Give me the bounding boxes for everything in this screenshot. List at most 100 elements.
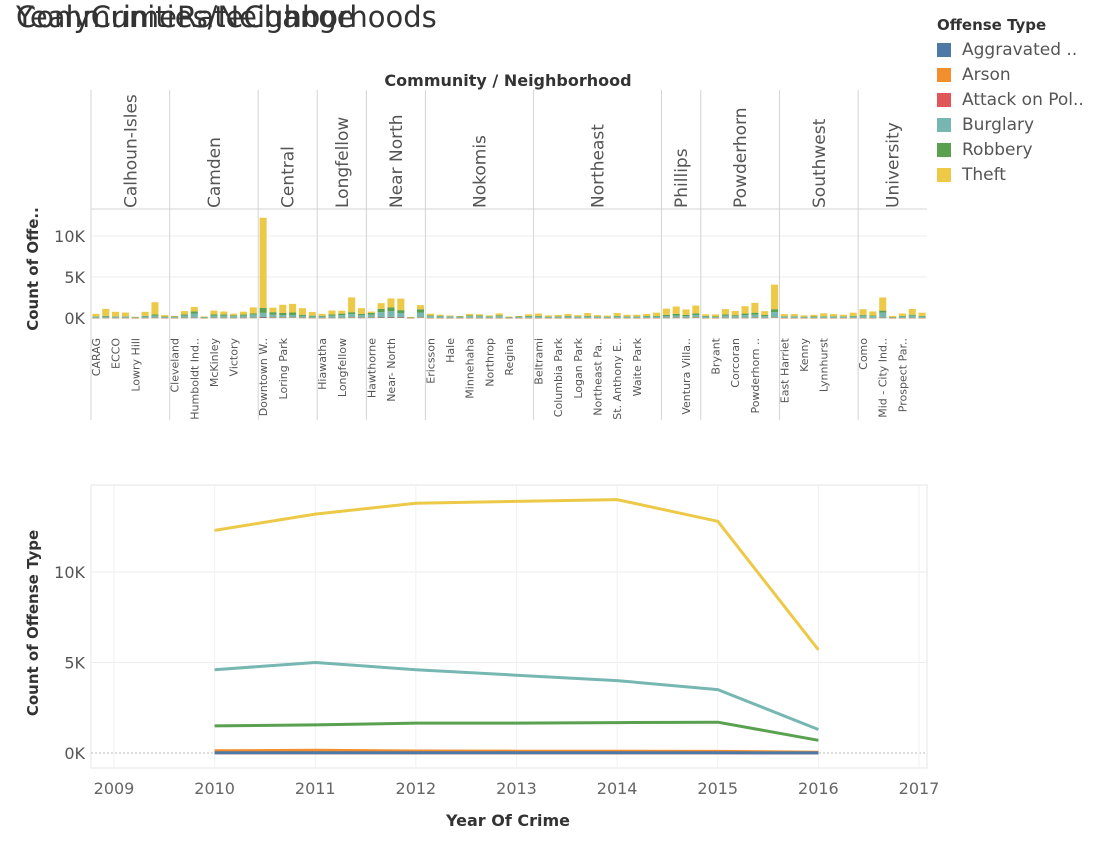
bar-segment[interactable] bbox=[810, 316, 818, 318]
bar-segment[interactable] bbox=[210, 310, 218, 315]
bar-segment[interactable] bbox=[702, 314, 710, 316]
bar-segment[interactable] bbox=[180, 317, 188, 319]
bar-segment[interactable] bbox=[544, 317, 552, 319]
bar-segment[interactable] bbox=[682, 314, 690, 317]
bar-segment[interactable] bbox=[171, 315, 179, 317]
bar-segment[interactable] bbox=[859, 309, 867, 315]
bar-segment[interactable] bbox=[495, 317, 503, 319]
bar-segment[interactable] bbox=[200, 317, 208, 318]
bar-segment[interactable] bbox=[692, 315, 700, 318]
bar-segment[interactable] bbox=[908, 308, 916, 315]
bar-segment[interactable] bbox=[525, 317, 533, 319]
bar-segment[interactable] bbox=[161, 316, 169, 318]
bar-segment[interactable] bbox=[328, 314, 336, 316]
bar-segment[interactable] bbox=[121, 317, 129, 319]
bar-segment[interactable] bbox=[869, 317, 877, 319]
bar-segment[interactable] bbox=[682, 317, 690, 319]
bar-segment[interactable] bbox=[357, 317, 366, 319]
bar-segment[interactable] bbox=[387, 316, 395, 318]
bar-segment[interactable] bbox=[652, 312, 661, 316]
bar-segment[interactable] bbox=[712, 317, 720, 318]
bar-segment[interactable] bbox=[141, 316, 149, 318]
bar-segment[interactable] bbox=[702, 316, 710, 318]
bar-segment[interactable] bbox=[190, 306, 198, 312]
bar-segment[interactable] bbox=[308, 317, 316, 319]
bar-segment[interactable] bbox=[918, 317, 926, 319]
bar-segment[interactable] bbox=[790, 316, 798, 318]
bar-segment[interactable] bbox=[112, 311, 120, 317]
bar-segment[interactable] bbox=[161, 317, 169, 319]
bar-segment[interactable] bbox=[721, 315, 729, 318]
bar-segment[interactable] bbox=[869, 315, 877, 317]
bar-segment[interactable] bbox=[584, 315, 592, 317]
bar-segment[interactable] bbox=[121, 316, 129, 318]
bar-segment[interactable] bbox=[466, 317, 474, 319]
bar-segment[interactable] bbox=[220, 314, 228, 316]
bar-segment[interactable] bbox=[456, 316, 464, 317]
line-series[interactable] bbox=[214, 498, 820, 755]
bar-segment[interactable] bbox=[918, 312, 926, 316]
bar-segment[interactable] bbox=[849, 315, 857, 317]
bar-segment[interactable] bbox=[466, 313, 474, 316]
bar-segment[interactable] bbox=[741, 315, 749, 318]
bar-segment[interactable] bbox=[279, 304, 287, 313]
bar-segment[interactable] bbox=[534, 317, 543, 319]
bar-segment[interactable] bbox=[839, 316, 847, 318]
bar-segment[interactable] bbox=[623, 316, 631, 318]
bar-segment[interactable] bbox=[731, 317, 739, 319]
bar-segment[interactable] bbox=[298, 314, 306, 316]
bar-segment[interactable] bbox=[416, 305, 425, 310]
bar-segment[interactable] bbox=[898, 317, 906, 319]
bar-segment[interactable] bbox=[849, 317, 857, 319]
bar-segment[interactable] bbox=[131, 316, 139, 318]
bar-segment[interactable] bbox=[633, 314, 641, 317]
bar-segment[interactable] bbox=[869, 316, 877, 318]
bar-segment[interactable] bbox=[269, 312, 277, 315]
bar-segment[interactable] bbox=[446, 315, 454, 317]
bar-segment[interactable] bbox=[230, 317, 238, 319]
bar-segment[interactable] bbox=[918, 315, 926, 317]
bar-segment[interactable] bbox=[397, 310, 405, 313]
bar-segment[interactable] bbox=[466, 316, 474, 318]
bar-segment[interactable] bbox=[308, 316, 316, 318]
legend-item-attack-on-police[interactable]: Attack on Pol.. bbox=[937, 87, 1097, 112]
bar-segment[interactable] bbox=[436, 316, 444, 318]
bar-segment[interactable] bbox=[771, 309, 779, 313]
bar-segment[interactable] bbox=[574, 316, 582, 318]
bar-segment[interactable] bbox=[180, 314, 188, 316]
bar-segment[interactable] bbox=[102, 308, 110, 316]
bar-segment[interactable] bbox=[131, 317, 139, 319]
bar-segment[interactable] bbox=[485, 317, 493, 319]
bar-segment[interactable] bbox=[515, 316, 523, 317]
legend-item-arson[interactable]: Arson bbox=[937, 62, 1097, 87]
bar-segment[interactable] bbox=[584, 317, 592, 319]
bar-segment[interactable] bbox=[505, 317, 513, 318]
bar-segment[interactable] bbox=[603, 317, 611, 318]
bar-segment[interactable] bbox=[475, 315, 484, 317]
bar-segment[interactable] bbox=[859, 317, 867, 319]
bar-segment[interactable] bbox=[102, 316, 110, 318]
bar-segment[interactable] bbox=[446, 317, 454, 319]
bar-segment[interactable] bbox=[298, 315, 306, 318]
bar-segment[interactable] bbox=[151, 314, 159, 316]
bar-segment[interactable] bbox=[367, 314, 375, 318]
bar-segment[interactable] bbox=[357, 313, 366, 316]
legend-item-theft[interactable]: Theft bbox=[937, 162, 1097, 187]
bar-segment[interactable] bbox=[849, 312, 857, 316]
bar-segment[interactable] bbox=[574, 315, 582, 317]
bar-segment[interactable] bbox=[780, 316, 788, 317]
bar-segment[interactable] bbox=[249, 314, 257, 318]
bar-segment[interactable] bbox=[475, 317, 484, 319]
bar-segment[interactable] bbox=[397, 312, 405, 318]
bar-segment[interactable] bbox=[712, 317, 720, 319]
bar-segment[interactable] bbox=[810, 314, 818, 317]
bar-segment[interactable] bbox=[416, 317, 425, 318]
bar-segment[interactable] bbox=[869, 311, 877, 316]
bar-segment[interactable] bbox=[682, 316, 690, 318]
bar-segment[interactable] bbox=[495, 316, 503, 318]
bar-segment[interactable] bbox=[564, 313, 572, 316]
bar-segment[interactable] bbox=[338, 310, 346, 314]
bar-segment[interactable] bbox=[662, 308, 670, 315]
bar-segment[interactable] bbox=[338, 315, 346, 318]
bar-segment[interactable] bbox=[436, 314, 444, 316]
